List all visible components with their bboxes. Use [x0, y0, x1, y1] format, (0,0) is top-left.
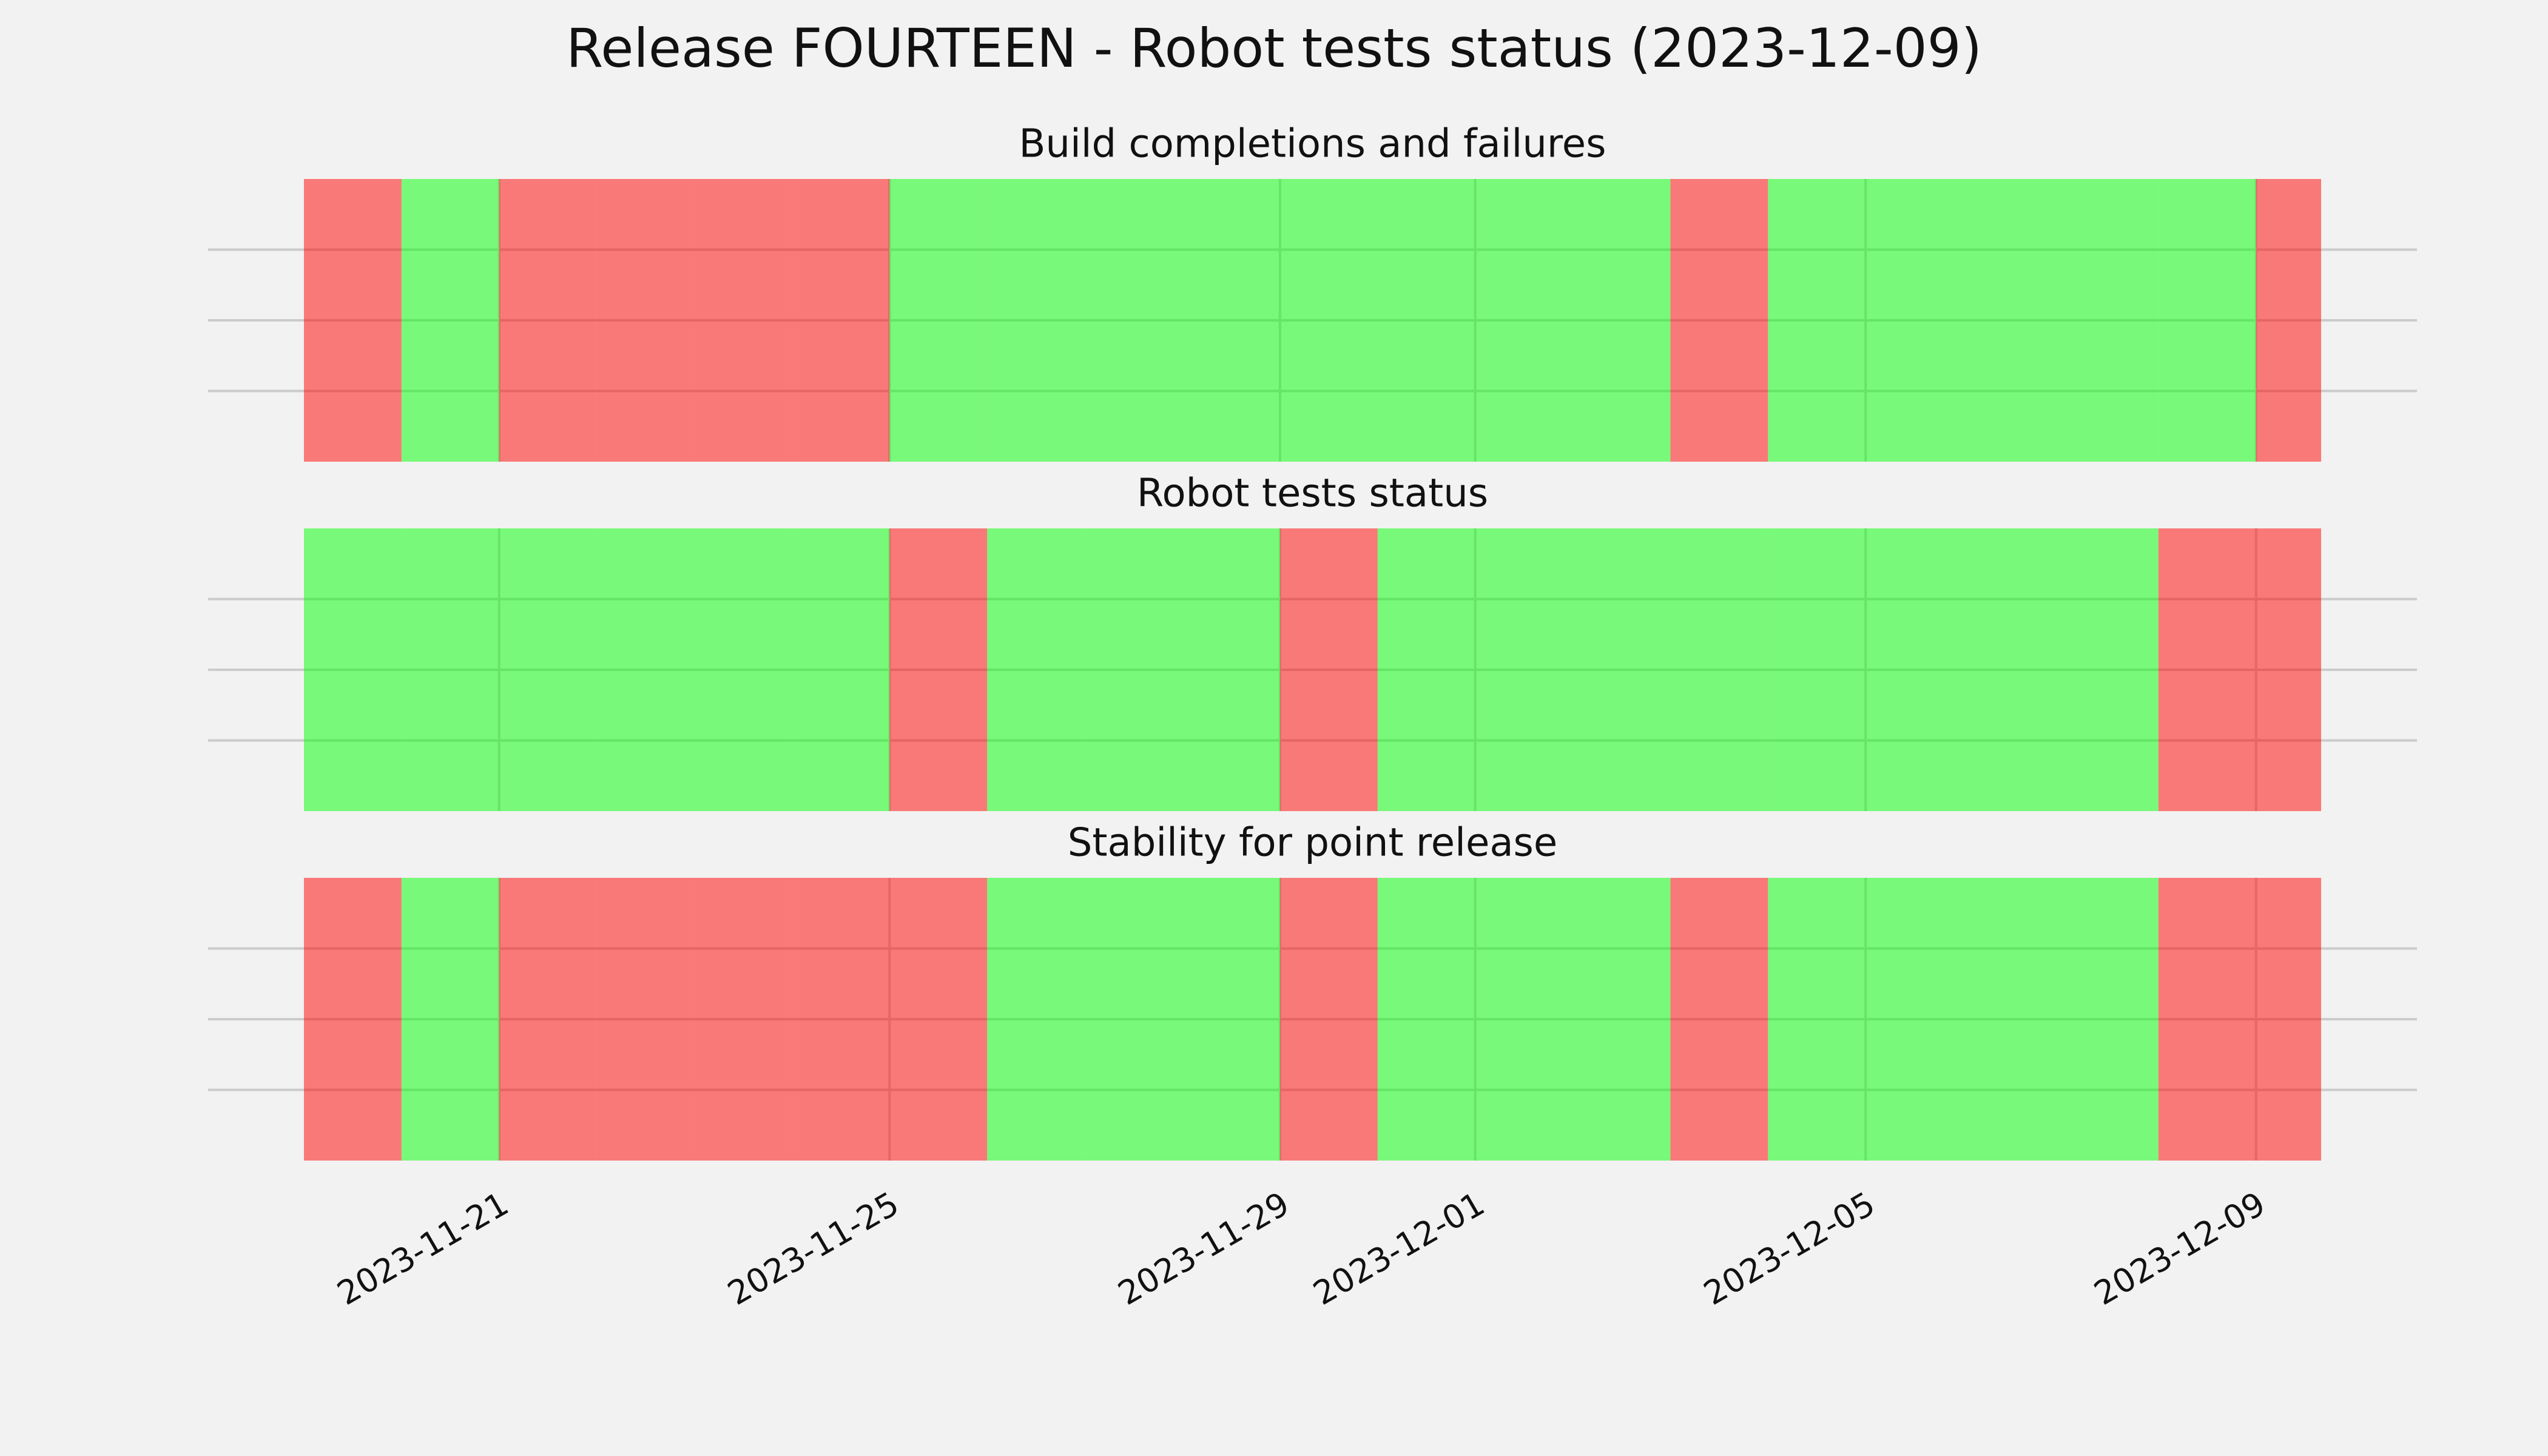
status-band	[694, 878, 792, 1161]
status-band	[1085, 528, 1182, 811]
status-band	[2158, 878, 2256, 1161]
status-band	[2158, 179, 2256, 462]
status-band	[792, 179, 890, 462]
status-band	[304, 878, 402, 1161]
status-band	[499, 878, 597, 1161]
status-band	[1670, 528, 1768, 811]
status-band	[1572, 878, 1671, 1161]
status-band	[1866, 878, 1964, 1161]
status-band	[1670, 878, 1768, 1161]
chart-title: Release FOURTEEN - Robot tests status (2…	[566, 17, 1982, 79]
status-band	[1085, 878, 1182, 1161]
status-band	[1768, 528, 1866, 811]
subplot-title: Robot tests status	[1137, 471, 1488, 516]
status-band	[1768, 179, 1866, 462]
status-band	[2256, 528, 2321, 811]
status-band	[889, 528, 988, 811]
status-band	[1377, 878, 1475, 1161]
status-band	[1572, 528, 1671, 811]
status-band	[694, 179, 792, 462]
status-band	[1182, 878, 1280, 1161]
status-band	[1377, 528, 1475, 811]
status-band	[596, 528, 695, 811]
status-band	[889, 179, 988, 462]
subplot-title: Build completions and failures	[1019, 122, 1606, 167]
status-band	[2060, 878, 2159, 1161]
status-band	[304, 528, 402, 811]
subplot-title: Stability for point release	[1068, 821, 1558, 866]
status-band	[2060, 528, 2159, 811]
status-band	[1866, 179, 1964, 462]
status-band	[1475, 179, 1573, 462]
status-band	[2060, 179, 2159, 462]
status-band	[1572, 179, 1671, 462]
status-band	[1182, 528, 1280, 811]
status-band	[792, 878, 890, 1161]
status-band	[1866, 528, 1964, 811]
status-band	[987, 528, 1085, 811]
status-band	[596, 179, 695, 462]
status-band	[1182, 179, 1280, 462]
status-band	[1963, 179, 2061, 462]
status-band	[401, 179, 499, 462]
status-band	[987, 179, 1085, 462]
status-band	[987, 878, 1085, 1161]
status-band	[499, 179, 597, 462]
status-band	[2256, 179, 2321, 462]
status-band	[1085, 179, 1182, 462]
status-band	[1670, 179, 1768, 462]
status-band	[596, 878, 695, 1161]
status-band	[1475, 878, 1573, 1161]
status-band	[401, 878, 499, 1161]
status-band	[1475, 528, 1573, 811]
status-band	[499, 528, 597, 811]
status-band	[1963, 878, 2061, 1161]
status-band	[1279, 179, 1378, 462]
status-band	[304, 179, 402, 462]
status-band	[2158, 528, 2256, 811]
status-band	[792, 528, 890, 811]
status-band	[1963, 528, 2061, 811]
status-band	[1279, 878, 1378, 1161]
status-band	[401, 528, 499, 811]
status-band	[2256, 878, 2321, 1161]
status-band	[694, 528, 792, 811]
status-band	[1768, 878, 1866, 1161]
status-band	[889, 878, 988, 1161]
status-band	[1377, 179, 1475, 462]
status-band	[1279, 528, 1378, 811]
